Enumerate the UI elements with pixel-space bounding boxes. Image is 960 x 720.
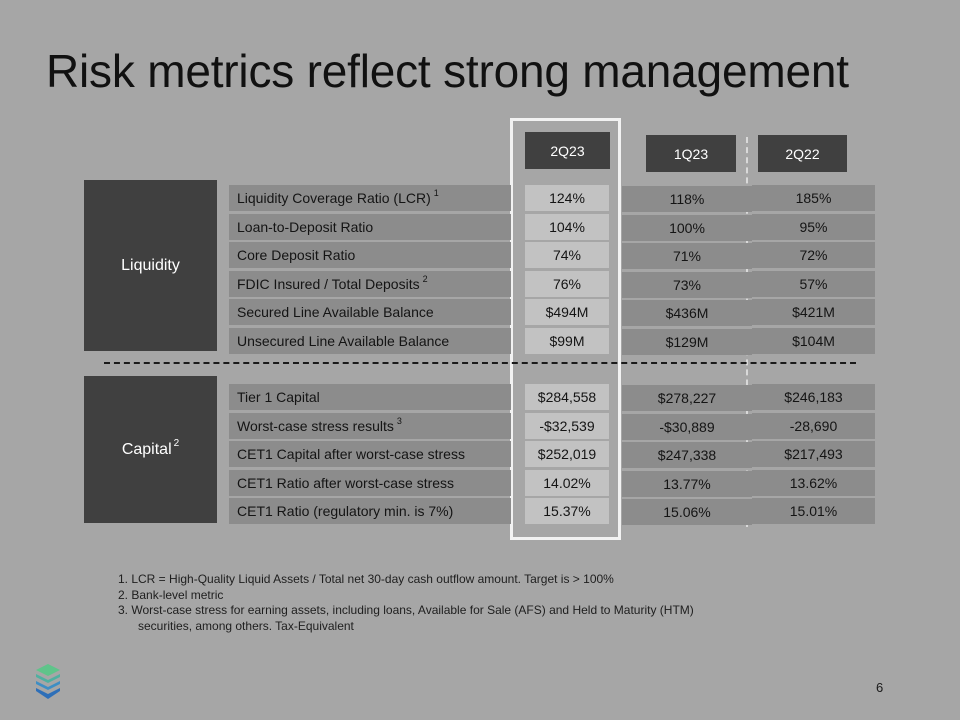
- section-capital-footnote-ref: 2: [173, 438, 180, 449]
- row-label-text: Unsecured Line Available Balance: [237, 332, 450, 349]
- value-cell: -$30,889: [622, 413, 752, 440]
- row-label: Core Deposit Ratio: [229, 242, 511, 268]
- value-cell: 13.62%: [752, 469, 875, 496]
- row-label: Loan-to-Deposit Ratio: [229, 213, 511, 240]
- value-cell: $246,183: [752, 384, 875, 410]
- row-label-text: CET1 Capital after worst-case stress: [237, 446, 465, 462]
- section-divider: [104, 362, 856, 364]
- current-quarter-highlight: [510, 118, 621, 540]
- row-label: CET1 Capital after worst-case stress: [229, 441, 511, 467]
- value-cell: -28,690: [752, 412, 875, 439]
- value-cell: 73%: [622, 271, 752, 298]
- value-cell: $217,493: [752, 441, 875, 467]
- value-cell: 95%: [752, 213, 875, 240]
- value-cell: 72%: [752, 242, 875, 268]
- value-cell: 104%: [525, 213, 609, 240]
- row-label: Tier 1 Capital: [229, 384, 511, 410]
- row-label-text: Liquidity Coverage Ratio (LCR): [237, 190, 431, 206]
- row-label-text: CET1 Ratio after worst-case stress: [237, 474, 455, 491]
- section-liquidity: Liquidity: [84, 180, 217, 351]
- footnote-3: 3. Worst-case stress for earning assets,…: [118, 603, 694, 617]
- value-cell: 15.37%: [525, 498, 609, 524]
- value-cell: $247,338: [622, 442, 752, 468]
- row-label: FDIC Insured / Total Deposits 2: [229, 270, 511, 297]
- stacked-layers-logo: [36, 664, 60, 699]
- value-cell: $129M: [622, 328, 752, 355]
- row-label-text: Tier 1 Capital: [237, 389, 320, 405]
- row-label-text: Worst-case stress results: [237, 417, 394, 434]
- row-label-text: Secured Line Available Balance: [237, 304, 434, 320]
- row-label-text: FDIC Insured / Total Deposits: [237, 275, 420, 292]
- value-cell: $284,558: [525, 384, 609, 410]
- column-header-2q23: 2Q23: [525, 132, 610, 169]
- value-cell: 15.06%: [622, 499, 752, 525]
- row-label-text: CET1 Ratio (regulatory min. is 7%): [237, 503, 454, 519]
- section-capital-label: Capital: [121, 440, 172, 458]
- row-label: Liquidity Coverage Ratio (LCR) 1: [229, 185, 511, 211]
- value-cell: 71%: [622, 243, 752, 269]
- column-header-1q23: 1Q23: [646, 135, 736, 172]
- value-cell: $252,019: [525, 441, 609, 467]
- value-cell: 118%: [622, 186, 752, 212]
- value-cell: -$32,539: [525, 412, 609, 439]
- section-capital: Capital 2: [84, 376, 217, 523]
- column-header-2q22: 2Q22: [758, 135, 847, 172]
- value-cell: $104M: [752, 327, 875, 354]
- row-label: CET1 Ratio (regulatory min. is 7%): [229, 498, 511, 524]
- section-liquidity-label: Liquidity: [121, 256, 180, 274]
- footnote-3-cont: securities, among others. Tax-Equivalent: [118, 618, 354, 633]
- footnotes: 1. LCR = High-Quality Liquid Assets / To…: [118, 572, 694, 634]
- footnote-ref: 1: [433, 188, 439, 198]
- value-cell: $436M: [622, 300, 752, 326]
- value-cell: $421M: [752, 299, 875, 325]
- value-cell: $494M: [525, 299, 609, 325]
- value-cell: 57%: [752, 270, 875, 297]
- row-label: CET1 Ratio after worst-case stress: [229, 469, 511, 496]
- value-cell: 13.77%: [622, 470, 752, 497]
- row-label: Unsecured Line Available Balance: [229, 327, 511, 354]
- row-label: Secured Line Available Balance: [229, 299, 511, 325]
- footnote-1: 1. LCR = High-Quality Liquid Assets / To…: [118, 572, 614, 586]
- value-cell: 14.02%: [525, 469, 609, 496]
- value-cell: 185%: [752, 185, 875, 211]
- row-label-text: Core Deposit Ratio: [237, 247, 356, 263]
- value-cell: 15.01%: [752, 498, 875, 524]
- value-cell: $99M: [525, 327, 609, 354]
- footnote-2: 2. Bank-level metric: [118, 587, 224, 602]
- footnote-ref: 2: [422, 273, 428, 284]
- row-label-text: Loan-to-Deposit Ratio: [237, 218, 374, 235]
- value-cell: 76%: [525, 270, 609, 297]
- slide-title: Risk metrics reflect strong management: [46, 45, 849, 97]
- value-cell: $278,227: [622, 385, 752, 411]
- page-number: 6: [876, 680, 884, 695]
- value-cell: 74%: [525, 242, 609, 268]
- footnote-ref: 3: [396, 415, 402, 426]
- row-label: Worst-case stress results 3: [229, 412, 511, 439]
- value-cell: 124%: [525, 185, 609, 211]
- value-cell: 100%: [622, 214, 752, 241]
